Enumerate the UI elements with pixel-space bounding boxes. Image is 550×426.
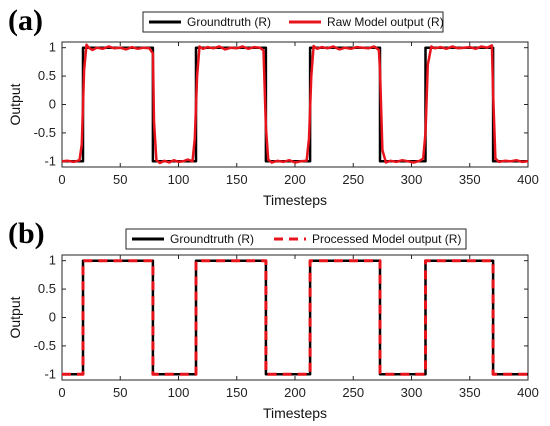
- x-tick-label: 350: [459, 172, 481, 187]
- series-line-1: [62, 43, 528, 165]
- x-tick-label: 400: [517, 385, 539, 400]
- y-tick-label: 1: [49, 253, 56, 268]
- x-tick-label: 250: [342, 385, 364, 400]
- x-tick-label: 0: [58, 172, 65, 187]
- x-tick-label: 150: [226, 385, 248, 400]
- x-tick-label: 300: [401, 385, 423, 400]
- y-tick-label: 1: [49, 40, 56, 55]
- x-axis-label: Timesteps: [263, 405, 327, 421]
- y-tick-label: 0: [49, 97, 56, 112]
- x-tick-label: 100: [168, 172, 190, 187]
- y-axis-label: Output: [7, 296, 23, 338]
- x-axis-label: Timesteps: [263, 192, 327, 208]
- x-tick-label: 350: [459, 385, 481, 400]
- series-group: [62, 43, 528, 165]
- chart-panel-b: (b) 0 50 100 150 200 250 300 350 400 1 0.5 0 -0.5 -1 Ti…: [7, 217, 539, 421]
- y-tick-label: -0.5: [34, 338, 56, 353]
- x-tick-label: 50: [113, 385, 127, 400]
- y-tick-label: -1: [44, 366, 56, 381]
- x-tick-label: 400: [517, 172, 539, 187]
- series-line-1: [62, 259, 528, 376]
- legend-label: Groundtruth (R): [187, 15, 271, 29]
- x-tick-label: 250: [342, 172, 364, 187]
- x-tick-label: 300: [401, 172, 423, 187]
- x-tick-label: 200: [284, 172, 306, 187]
- y-axis-label: Output: [7, 83, 23, 125]
- y-tick-label: 0: [49, 310, 56, 325]
- series-group: [62, 259, 528, 376]
- plot-area: [61, 254, 529, 381]
- y-tick-label: -0.5: [34, 125, 56, 140]
- x-tick-label: 150: [226, 172, 248, 187]
- legend-label: Groundtruth (R): [170, 232, 254, 246]
- x-tick-label: 100: [168, 385, 190, 400]
- x-tick-label: 200: [284, 385, 306, 400]
- y-tick-label: 0.5: [38, 68, 56, 83]
- panel-label: (b): [8, 217, 45, 250]
- y-tick-label: 0.5: [38, 281, 56, 296]
- plot-area: [61, 41, 529, 168]
- panel-label: (a): [8, 4, 43, 37]
- y-tick-label: -1: [44, 153, 56, 168]
- legend-label: Processed Model output (R): [312, 232, 461, 246]
- x-tick-label: 50: [113, 172, 127, 187]
- chart-panel-a: (a) 0 50 100 150 200 250 300 350 400 1 0.5 0 -0.5 -1 Ti…: [7, 4, 539, 208]
- x-tick-label: 0: [58, 385, 65, 400]
- legend-label: Raw Model output (R): [327, 15, 444, 29]
